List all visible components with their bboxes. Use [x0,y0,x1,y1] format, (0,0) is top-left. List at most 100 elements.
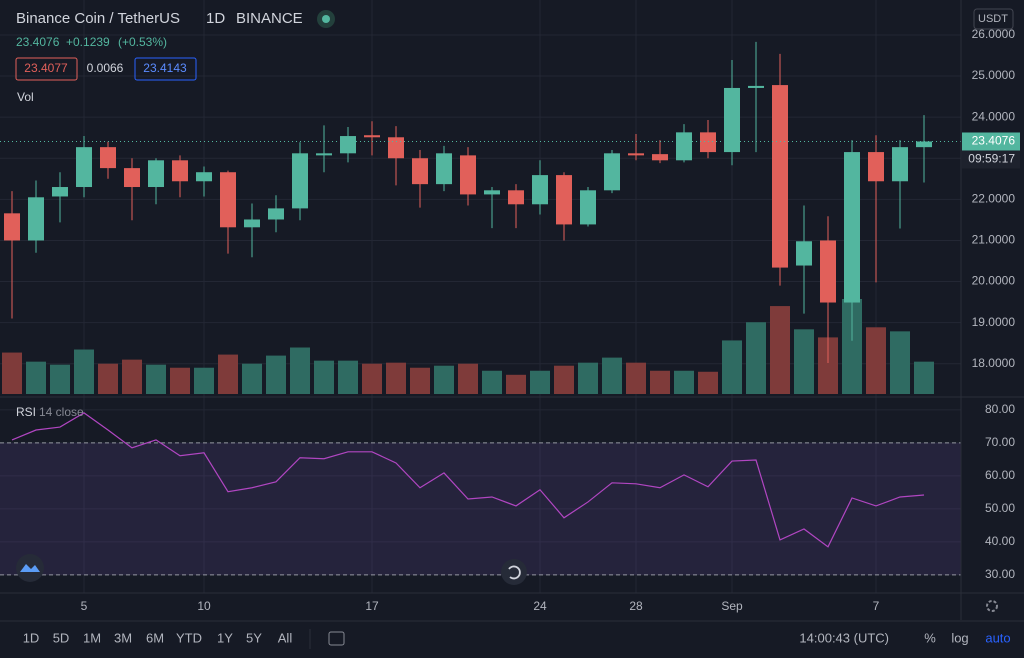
volume-bar [362,363,382,394]
y-tick-label: 40.00 [985,534,1015,548]
candle-body [916,141,932,148]
candle-body [100,147,116,169]
candle-body [364,135,380,138]
candle-body [172,160,188,182]
range-button[interactable]: 1D [23,630,40,645]
candle-body [580,190,596,225]
candle-body [148,160,164,188]
spread: 0.0066 [87,61,124,75]
candle-body [796,241,812,266]
volume-bar [650,370,670,394]
clock: 14:00:43 (UTC) [799,630,889,645]
volume-bar [98,363,118,394]
scale-option[interactable]: auto [985,630,1010,645]
y-tick-label: 21.0000 [972,233,1016,247]
rsi-title: RSI [16,405,36,419]
candle-body [868,152,884,182]
candle-body [532,175,548,205]
volume-bar [506,374,526,394]
volume-bar [434,365,454,394]
range-button[interactable]: 5D [53,630,70,645]
range-button[interactable]: All [278,630,293,645]
settings-icon[interactable] [986,600,998,612]
volume-pane [2,299,934,394]
last-price-label: 23.4076 [972,134,1016,148]
volume-bar [578,362,598,394]
symbol: Binance Coin / TetherUS [16,10,180,27]
candle-body [772,85,788,268]
volume-bar [242,363,262,394]
scale-option[interactable]: log [951,630,968,645]
volume-bar [746,322,766,394]
candle-body [508,190,524,205]
volume-bar [602,357,622,394]
x-tick-label: 7 [873,599,880,613]
volume-bar [26,361,46,394]
candle-body [892,147,908,182]
currency-box[interactable] [973,8,1014,30]
range-button[interactable]: YTD [176,630,202,645]
last-price-tag [962,132,1020,151]
volume-bar [482,370,502,394]
reset-button[interactable] [501,559,527,585]
bid-box[interactable] [15,57,78,81]
x-tick-label: 28 [629,599,643,613]
price-change: +0.1239 [66,35,110,49]
volume-bar [818,337,838,394]
volume-bar [290,347,310,394]
rsi-params: 14 close [39,405,84,419]
y-tick-label: 20.0000 [972,274,1016,288]
logo-mark [20,564,40,572]
range-button[interactable]: 1Y [217,630,233,645]
y-tick-label: 18.0000 [972,356,1016,370]
reset-icon [508,565,521,580]
volume-bar [722,340,742,394]
candle-body [340,136,356,154]
volume-bar [50,364,70,394]
range-button[interactable]: 6M [146,630,164,645]
volume-bar [674,370,694,394]
price-change-pct: (+0.53%) [118,35,167,49]
volume-bar [626,362,646,394]
x-tick-label: 10 [197,599,211,613]
ask-box[interactable] [134,57,197,81]
toolbar: 1D 5D 1M 3M 6M YTD 1Y 5Y All 14:00:43 (UTC)% log au… [23,630,1011,645]
candle-body [724,87,740,153]
interval: 1D [206,10,225,27]
candle-body [76,147,92,188]
date-range-icon[interactable] [328,631,345,646]
range-button[interactable]: 1M [83,630,101,645]
scale-option[interactable]: % [924,630,936,645]
volume-bar [842,299,862,394]
candle-body [676,132,692,161]
candle-body [460,155,476,195]
rsi-pane [0,412,961,576]
candle-body [628,153,644,156]
volume-bar [194,367,214,394]
volume-bar [530,370,550,394]
volume-bar [698,371,718,394]
candle-body [316,153,332,156]
y-tick-label: 24.0000 [972,109,1016,123]
x-tick-label: 17 [365,599,379,613]
candle-body [268,208,284,220]
y-tick-label: 25.0000 [972,68,1016,82]
y-tick-label: 60.00 [985,468,1015,482]
volume-bar [122,359,142,394]
rsi-line [11,412,925,548]
y-tick-label: 50.00 [985,501,1015,515]
candle-body [4,213,20,241]
bid: 23.4077 [24,61,68,75]
currency: USDT [978,13,1008,25]
range-button[interactable]: 5Y [246,630,262,645]
candle-body [652,154,668,161]
range-button[interactable]: 3M [114,630,132,645]
candle-body [196,172,212,182]
last-price: 23.4076 [16,35,60,49]
volume-bar [890,331,910,394]
candle-body [604,153,620,191]
volume-bar [2,352,22,394]
volume-bar [914,361,934,394]
volume-bar [218,354,238,394]
